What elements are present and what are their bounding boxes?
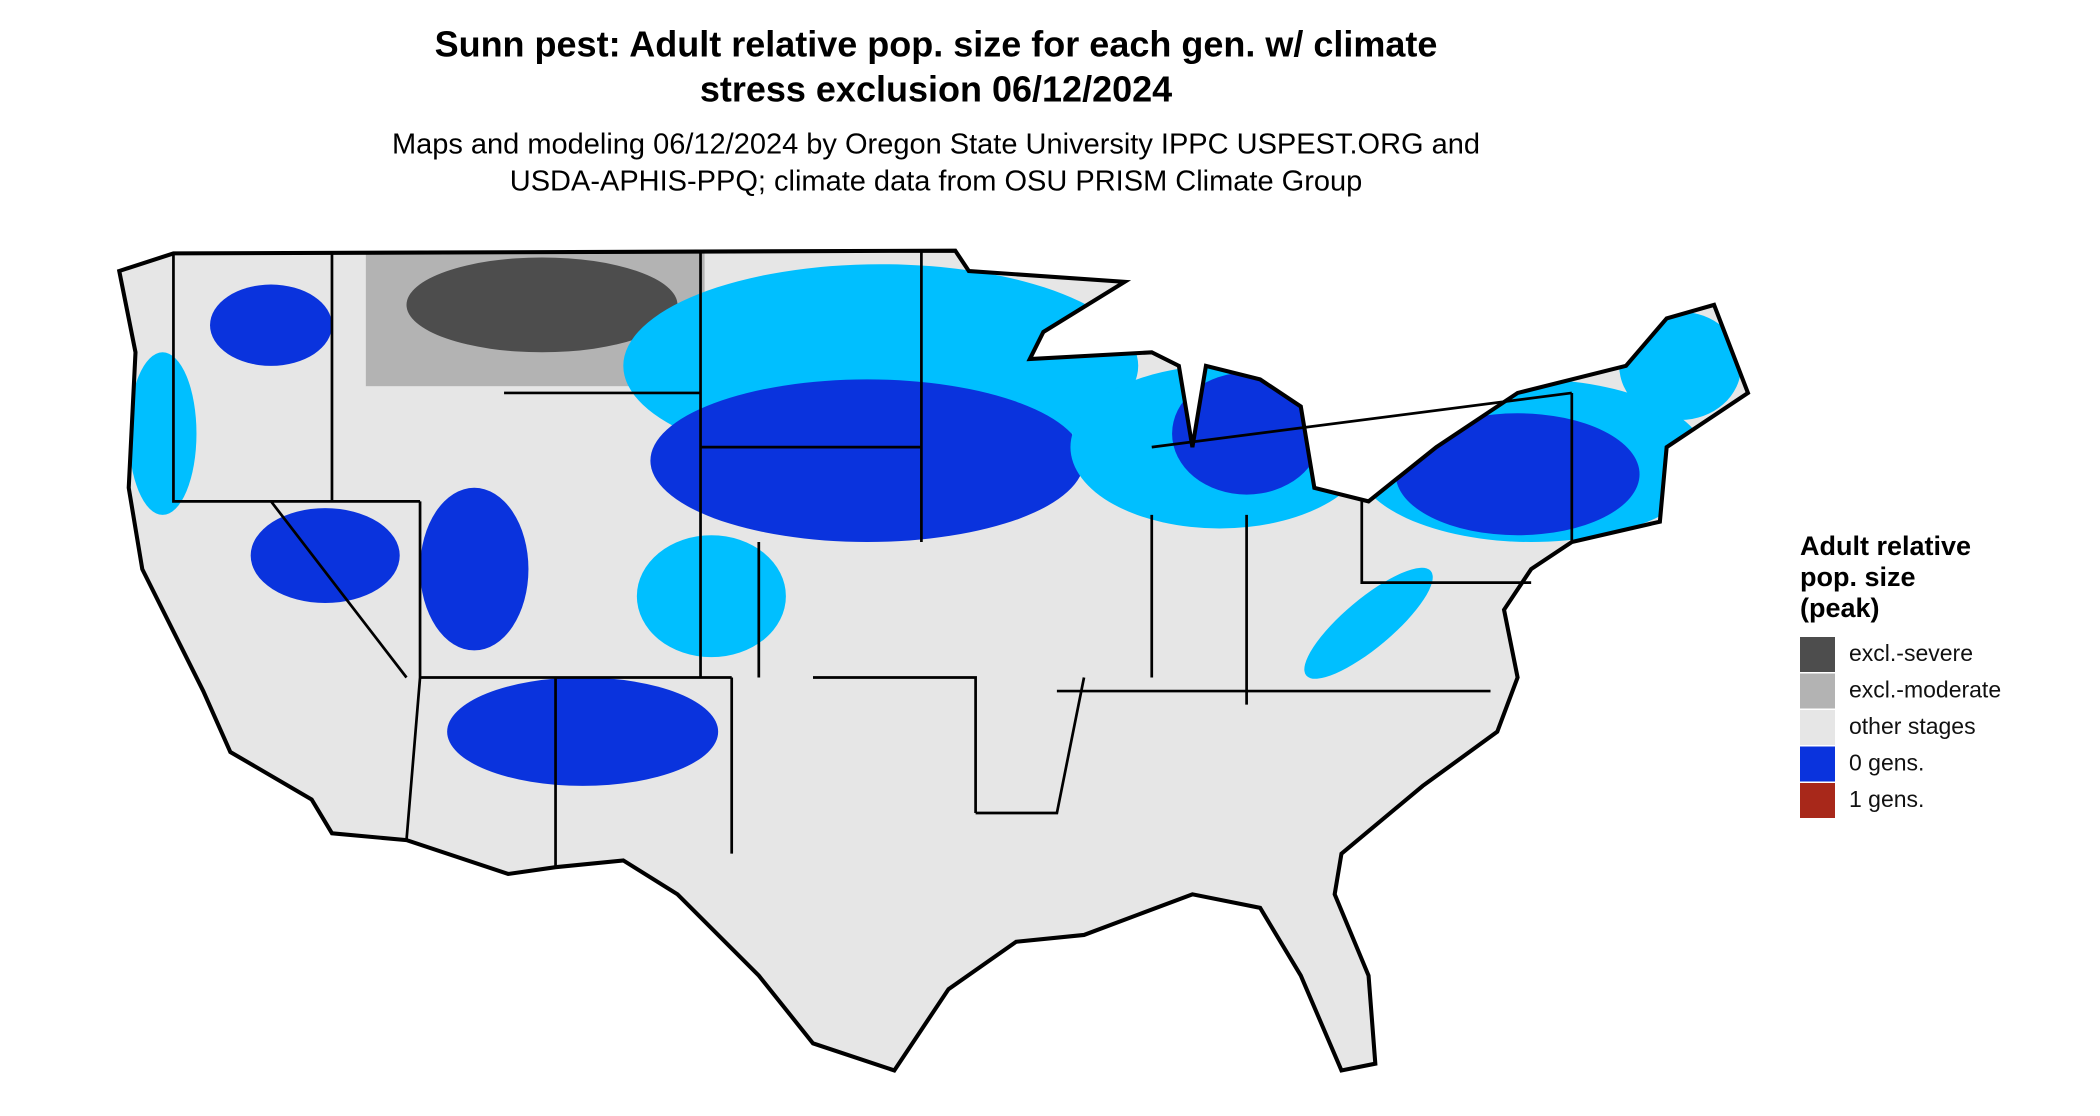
- legend-label: 0 gens.: [1849, 750, 1924, 776]
- legend-swatch: [1800, 710, 1835, 745]
- land: [119, 250, 1748, 1071]
- legend-label: excl.-moderate: [1849, 677, 2001, 703]
- region: [1395, 413, 1640, 536]
- legend-label: 1 gens.: [1849, 786, 1924, 812]
- subtitle: Maps and modeling 06/12/2024 by Oregon S…: [392, 129, 1480, 161]
- state-lines: [172, 250, 1574, 868]
- legend-label: excl.-severe: [1849, 640, 1973, 666]
- title: Sunn pest: Adult relative pop. size for …: [435, 24, 1438, 65]
- region: [250, 508, 400, 603]
- legend-swatch: [1800, 637, 1835, 672]
- region: [420, 487, 529, 651]
- region: [210, 284, 332, 366]
- region: [1304, 567, 1433, 679]
- legend-swatch: [1800, 673, 1835, 709]
- title: stress exclusion 06/12/2024: [700, 69, 1172, 110]
- legend-swatch: [1800, 746, 1835, 782]
- region: [447, 677, 719, 786]
- legend-swatch: [1800, 783, 1835, 818]
- us-map: [119, 251, 1748, 1071]
- legend-title: pop. size: [1800, 562, 1916, 592]
- legend-title: Adult relative: [1800, 531, 1971, 561]
- legend-label: other stages: [1849, 713, 1976, 739]
- region: [406, 257, 678, 353]
- region: [128, 352, 197, 515]
- region: [650, 379, 1084, 542]
- legend-title: (peak): [1800, 593, 1880, 623]
- region: [636, 535, 786, 658]
- subtitle: USDA-APHIS-PPQ; climate data from OSU PR…: [510, 166, 1363, 198]
